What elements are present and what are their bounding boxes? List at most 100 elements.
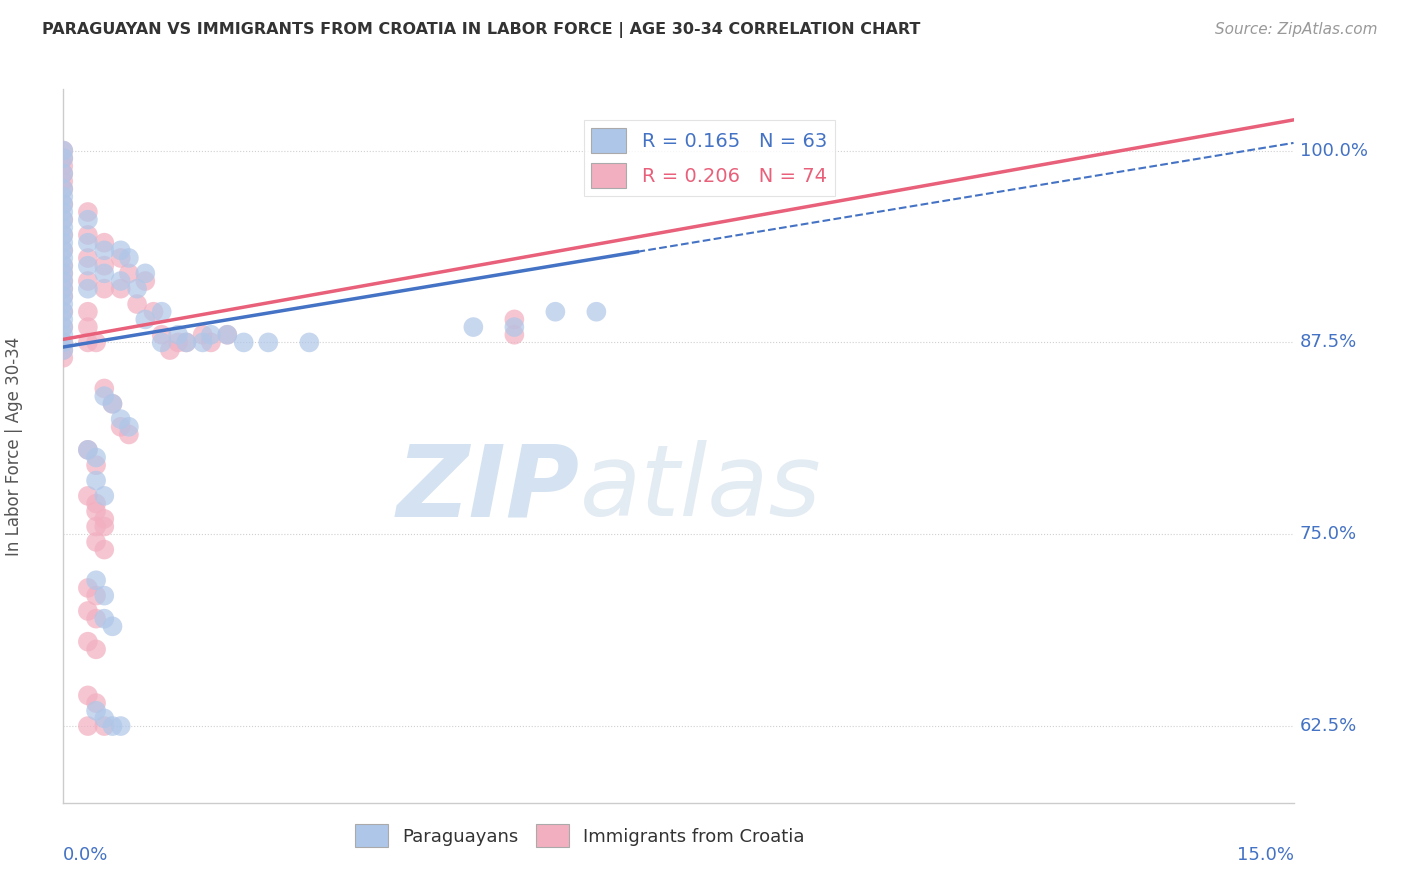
Point (110, 419, 132, 434)
Text: PARAGUAYAN VS IMMIGRANTS FROM CROATIA IN LABOR FORCE | AGE 30-34 CORRELATION CHA: PARAGUAYAN VS IMMIGRANTS FROM CROATIA IN… (42, 22, 921, 38)
Point (217, 327, 239, 342)
Point (200, 335, 222, 350)
Point (52, 182, 75, 196)
Point (503, 312, 526, 326)
Point (110, 719, 132, 733)
Point (52, 289, 75, 303)
Point (174, 335, 197, 350)
Point (52, 312, 75, 326)
Point (84, 642, 107, 657)
Point (76, 442, 98, 457)
Point (134, 312, 156, 326)
Point (76, 205, 98, 219)
Legend: Paraguayans, Immigrants from Croatia: Paraguayans, Immigrants from Croatia (347, 817, 813, 855)
Point (101, 397, 124, 411)
Point (52, 327, 75, 342)
Text: 0.0%: 0.0% (63, 846, 108, 863)
Point (110, 274, 132, 288)
Point (52, 251, 75, 265)
Text: 15.0%: 15.0% (1236, 846, 1294, 863)
Point (52, 151, 75, 165)
Point (52, 274, 75, 288)
Point (93, 612, 115, 626)
Point (52, 189, 75, 203)
Point (52, 266, 75, 280)
Point (232, 335, 254, 350)
Text: Source: ZipAtlas.com: Source: ZipAtlas.com (1215, 22, 1378, 37)
Point (84, 497, 107, 511)
Point (134, 274, 156, 288)
Point (93, 282, 115, 296)
Point (217, 327, 239, 342)
Point (52, 205, 75, 219)
Point (76, 274, 98, 288)
Point (76, 227, 98, 242)
Point (52, 335, 75, 350)
Point (52, 144, 75, 158)
Point (52, 182, 75, 196)
Point (200, 327, 222, 342)
Point (93, 244, 115, 258)
Point (93, 389, 115, 403)
Point (134, 266, 156, 280)
Point (52, 167, 75, 181)
Point (118, 266, 141, 280)
Point (93, 589, 115, 603)
Point (52, 212, 75, 227)
Point (76, 581, 98, 595)
Text: 100.0%: 100.0% (1299, 142, 1368, 160)
Point (52, 235, 75, 250)
Point (76, 719, 98, 733)
Point (84, 704, 107, 718)
Text: In Labor Force | Age 30-34: In Labor Force | Age 30-34 (6, 336, 22, 556)
Point (76, 489, 98, 503)
Point (52, 197, 75, 211)
Point (93, 235, 115, 250)
Point (52, 320, 75, 334)
Point (142, 304, 165, 318)
Point (84, 696, 107, 710)
Point (174, 335, 197, 350)
Point (150, 335, 173, 350)
Point (76, 320, 98, 334)
Point (52, 144, 75, 158)
Point (52, 335, 75, 350)
Point (84, 574, 107, 588)
Point (93, 489, 115, 503)
Point (84, 612, 107, 626)
Point (585, 304, 607, 318)
Point (110, 244, 132, 258)
Point (52, 343, 75, 357)
Point (257, 335, 280, 350)
Point (52, 351, 75, 365)
Point (110, 282, 132, 296)
Point (544, 304, 567, 318)
Point (52, 304, 75, 318)
Point (298, 335, 321, 350)
Point (101, 719, 124, 733)
Point (52, 297, 75, 311)
Point (93, 259, 115, 273)
Point (52, 274, 75, 288)
Point (84, 450, 107, 465)
Point (110, 251, 132, 265)
Point (76, 282, 98, 296)
Point (52, 227, 75, 242)
Point (93, 542, 115, 557)
Point (52, 227, 75, 242)
Point (101, 619, 124, 633)
Point (463, 320, 485, 334)
Point (52, 282, 75, 296)
Point (76, 259, 98, 273)
Point (127, 282, 149, 296)
Point (93, 266, 115, 280)
Point (93, 512, 115, 526)
Point (76, 212, 98, 227)
Point (52, 282, 75, 296)
Point (76, 335, 98, 350)
Point (93, 711, 115, 725)
Point (52, 289, 75, 303)
Text: ZIP: ZIP (396, 441, 579, 537)
Point (52, 159, 75, 173)
Text: 87.5%: 87.5% (1299, 334, 1357, 351)
